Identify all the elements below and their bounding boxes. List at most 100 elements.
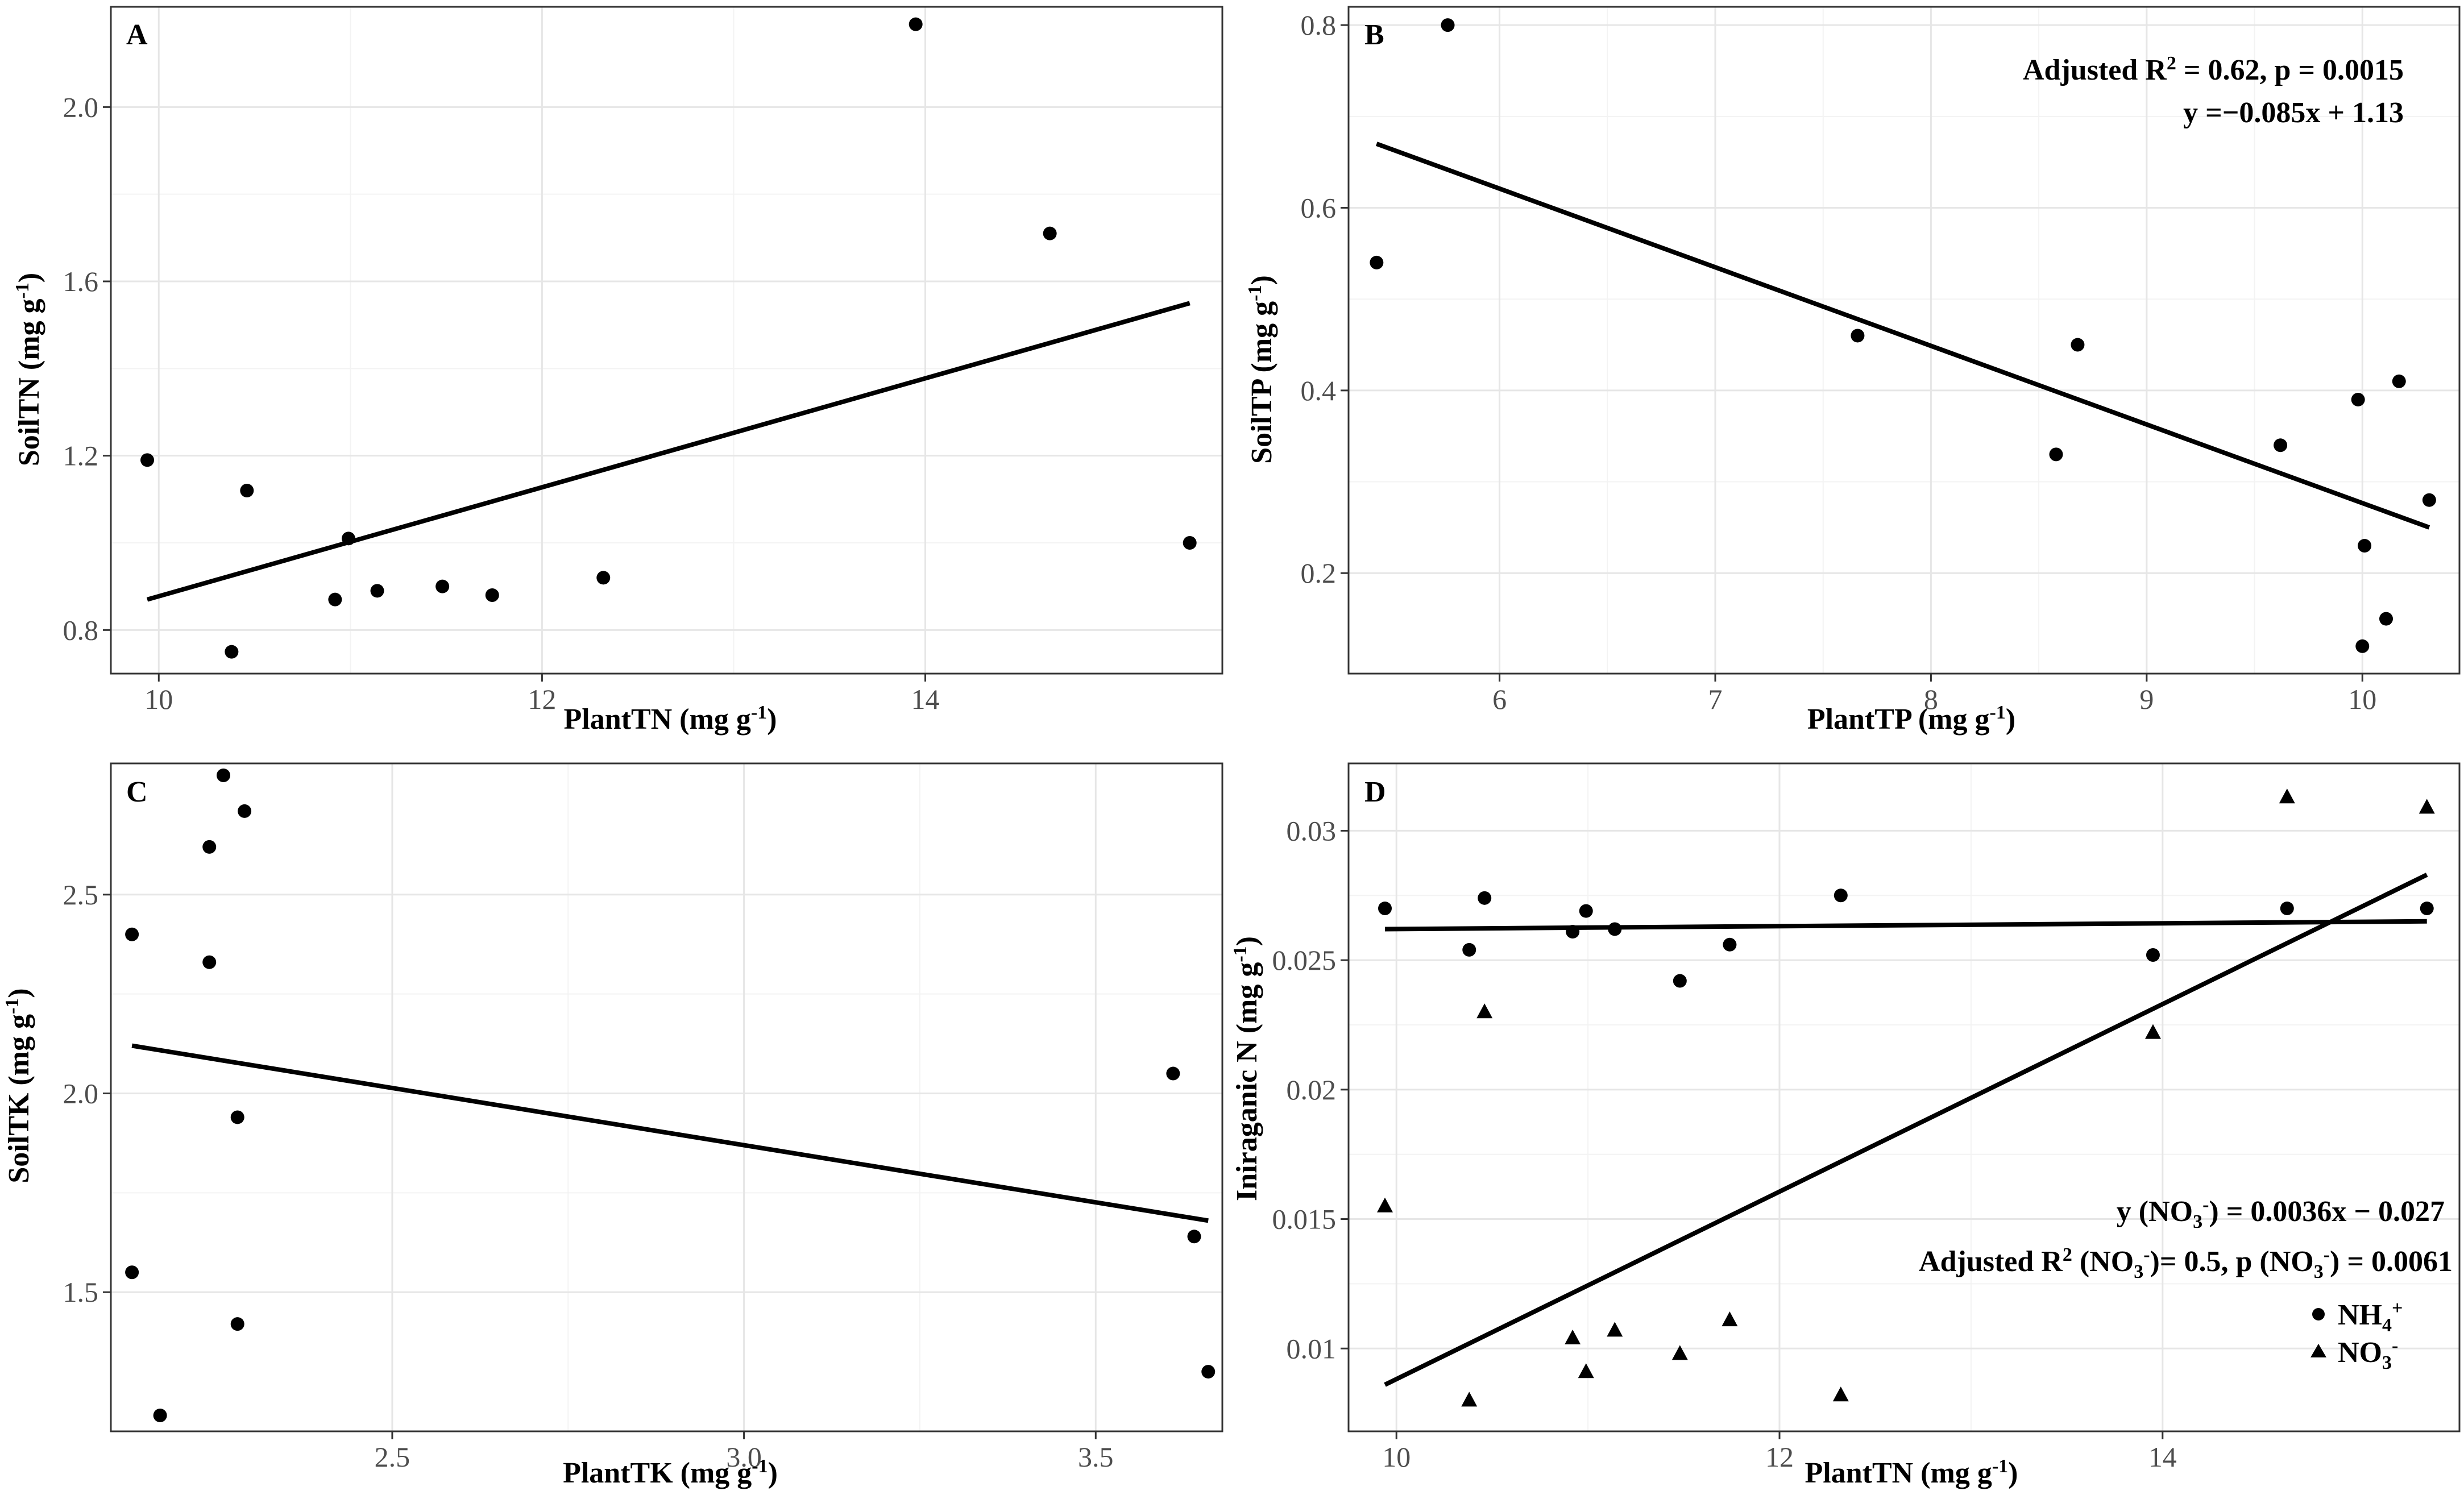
data-point	[1166, 1066, 1180, 1081]
r2-prefix: Adjusted R	[2023, 54, 2167, 86]
x-label-main: PlantTK (mg g	[563, 1457, 752, 1489]
panel-a-tag: A	[126, 19, 148, 51]
x-label-sup: -1	[1990, 702, 2006, 723]
data-point	[596, 571, 611, 585]
data-point	[1441, 18, 1455, 32]
data-point	[2351, 392, 2365, 406]
x-tick-label: 6	[1492, 683, 1507, 715]
grid	[1349, 763, 2459, 1431]
x-tick-label: 9	[2139, 683, 2154, 715]
x-label-close: )	[2008, 1457, 2018, 1489]
x-tick-label: 2.5	[375, 1441, 410, 1473]
data-point	[230, 1317, 244, 1331]
data-point	[2274, 438, 2288, 452]
r2-mid1: (NO	[2072, 1245, 2134, 1278]
y-tick-label: 0.8	[1301, 9, 1337, 41]
panel-d-tag: D	[1364, 776, 1386, 808]
r2-sup2: -	[2324, 1244, 2330, 1265]
data-point	[1834, 888, 1848, 903]
panel-d: D y (NO3-) = 0.0036x − 0.027 Adjusted R2…	[1230, 762, 2461, 1489]
legend-marker-no3	[2310, 1344, 2326, 1357]
y-tick-label: 0.015	[1272, 1203, 1337, 1235]
y-tick-label: 0.6	[1301, 192, 1337, 224]
data-point-triangle	[1671, 1345, 1688, 1360]
data-point	[2392, 374, 2406, 388]
x-tick-label: 10	[2348, 683, 2376, 715]
data-point	[125, 927, 139, 941]
x-tick-label: 12	[528, 683, 556, 715]
plot-border	[1347, 762, 2461, 1432]
data-point	[370, 584, 384, 598]
data-point	[1462, 942, 1476, 957]
data-point	[2049, 447, 2063, 462]
x-label-main: PlantTN (mg g	[1805, 1457, 1992, 1489]
data-point-triangle	[2144, 1024, 2161, 1039]
nh4-sub: 4	[2382, 1315, 2392, 1336]
x-label-main: PlantTP (mg g	[1807, 703, 1990, 736]
regression-line	[1384, 873, 2428, 1387]
panel-b-annotation-r2: Adjusted R2 = 0.62, p = 0.0015	[2023, 53, 2404, 86]
panel-d-annotation-equation: y (NO3-) = 0.0036x − 0.027	[2117, 1194, 2445, 1232]
data-point-triangle	[1476, 1003, 1493, 1019]
panel-c-tag: C	[126, 776, 148, 808]
y-tick-label: 0.8	[63, 614, 99, 646]
y-label-close: )	[1246, 275, 1278, 285]
panel-d-y-axis-label: Iniraganic N (mg g-1)	[1230, 936, 1263, 1201]
y-tick-label: 1.6	[63, 265, 99, 297]
y-label-main: SoilTN (mg g	[13, 298, 45, 466]
panel-d-annotation-r2: Adjusted R2 (NO3-)= 0.5, p (NO3-) = 0.00…	[1919, 1244, 2453, 1282]
data-point	[140, 453, 155, 467]
data-point	[153, 1409, 167, 1423]
r2-end: ) = 0.0061	[2330, 1245, 2453, 1278]
y-label-main: SoilTP (mg g	[1246, 301, 1278, 464]
r2-sup1: -	[2143, 1244, 2150, 1265]
data-point	[2420, 902, 2434, 916]
y-tick-label: 1.5	[63, 1276, 99, 1308]
y-label-sup: -1	[2, 998, 23, 1014]
x-tick-label: 14	[911, 683, 940, 715]
r2-mid2: )= 0.5, p (NO	[2150, 1245, 2314, 1278]
data-point	[341, 531, 355, 546]
data-point	[225, 645, 239, 659]
data-point	[216, 768, 230, 782]
data-point	[238, 804, 252, 818]
data-point	[2280, 902, 2294, 916]
data-point	[2379, 612, 2393, 626]
data-point	[1673, 974, 1687, 988]
panel-d-legend: NH4+ NO3-	[2310, 1298, 2403, 1373]
x-tick-label: 12	[1765, 1441, 1794, 1473]
data-point	[1183, 536, 1197, 550]
no3-main: NO	[2338, 1336, 2382, 1369]
plot-border	[110, 6, 1223, 675]
data-point	[240, 484, 254, 497]
legend-marker-nh4	[2312, 1308, 2325, 1320]
y-label-main: SoilTK (mg g	[3, 1014, 35, 1183]
data-point	[1723, 937, 1737, 952]
no3-sub: 3	[2382, 1352, 2392, 1373]
x-tick-label: 7	[1708, 683, 1723, 715]
y-tick-label: 0.01	[1287, 1332, 1337, 1364]
plot-border	[110, 762, 1223, 1432]
eq-sup: -	[2202, 1194, 2209, 1215]
y-label-sup: -1	[1245, 285, 1266, 301]
panel-b: B Adjusted R2 = 0.62, p = 0.0015 y =−0.0…	[1245, 6, 2461, 736]
x-label-sup: -1	[752, 1456, 768, 1477]
panel-a-y-axis-label: SoilTN (mg g-1)	[12, 273, 45, 466]
r2-sup: 2	[2167, 53, 2176, 74]
x-label-close: )	[767, 703, 777, 736]
data-point	[1579, 904, 1593, 918]
plot-border	[1347, 6, 2461, 675]
data-point	[230, 1110, 244, 1124]
no3-sup: -	[2392, 1335, 2398, 1356]
panel-b-y-axis-label: SoilTP (mg g-1)	[1245, 275, 1278, 464]
regression-line	[1375, 142, 2430, 530]
data-point	[1378, 902, 1392, 916]
data-point	[2071, 338, 2085, 352]
y-label-close: )	[1231, 936, 1263, 946]
y-label-sup: -1	[12, 283, 33, 298]
x-tick-label: 14	[2148, 1441, 2177, 1473]
data-point-triangle	[1607, 1322, 1623, 1337]
data-point	[2422, 493, 2436, 507]
data-point	[125, 1265, 139, 1280]
